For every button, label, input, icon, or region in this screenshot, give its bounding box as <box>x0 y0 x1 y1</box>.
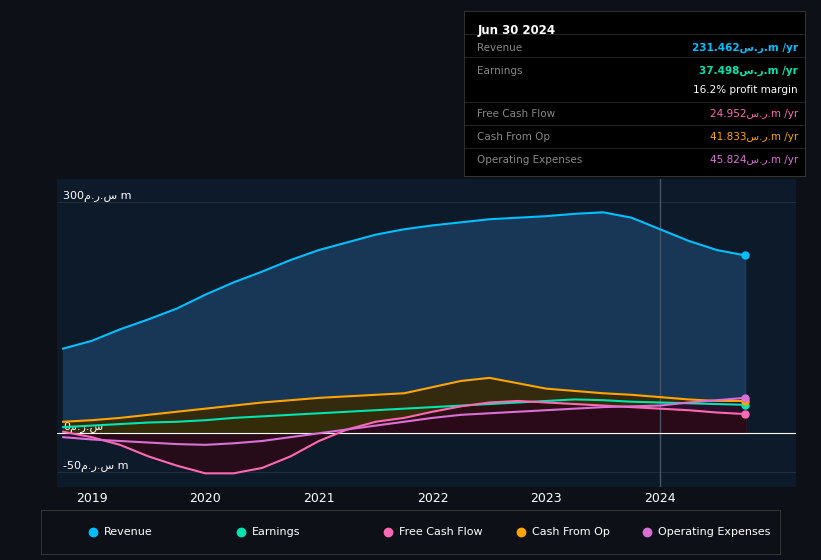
Point <box>739 396 752 405</box>
Point <box>739 393 752 402</box>
Text: Free Cash Flow: Free Cash Flow <box>400 527 483 537</box>
Text: 231.462س.ر.m /yr: 231.462س.ر.m /yr <box>692 43 798 53</box>
Text: Free Cash Flow: Free Cash Flow <box>478 109 556 119</box>
Text: 41.833س.ر.m /yr: 41.833س.ر.m /yr <box>709 132 798 142</box>
Text: Earnings: Earnings <box>252 527 300 537</box>
Text: 0م.ر.س: 0م.ر.س <box>63 422 103 433</box>
Point <box>739 400 752 409</box>
Text: Revenue: Revenue <box>104 527 153 537</box>
Text: 37.498س.ر.m /yr: 37.498س.ر.m /yr <box>699 66 798 76</box>
Text: 24.952س.ر.m /yr: 24.952س.ر.m /yr <box>709 109 798 119</box>
Point <box>739 409 752 418</box>
Text: Operating Expenses: Operating Expenses <box>478 155 583 165</box>
Text: Jun 30 2024: Jun 30 2024 <box>478 25 556 38</box>
Text: -50م.ر.س m: -50م.ر.س m <box>63 461 129 472</box>
Text: 300م.ر.س m: 300م.ر.س m <box>63 192 131 202</box>
Text: Cash From Op: Cash From Op <box>478 132 551 142</box>
Text: Operating Expenses: Operating Expenses <box>658 527 770 537</box>
Text: 16.2% profit margin: 16.2% profit margin <box>693 86 798 96</box>
Text: 45.824س.ر.m /yr: 45.824س.ر.m /yr <box>709 155 798 165</box>
Text: Earnings: Earnings <box>478 66 523 76</box>
Text: Cash From Op: Cash From Op <box>533 527 610 537</box>
Text: Revenue: Revenue <box>478 43 523 53</box>
Point <box>739 251 752 260</box>
